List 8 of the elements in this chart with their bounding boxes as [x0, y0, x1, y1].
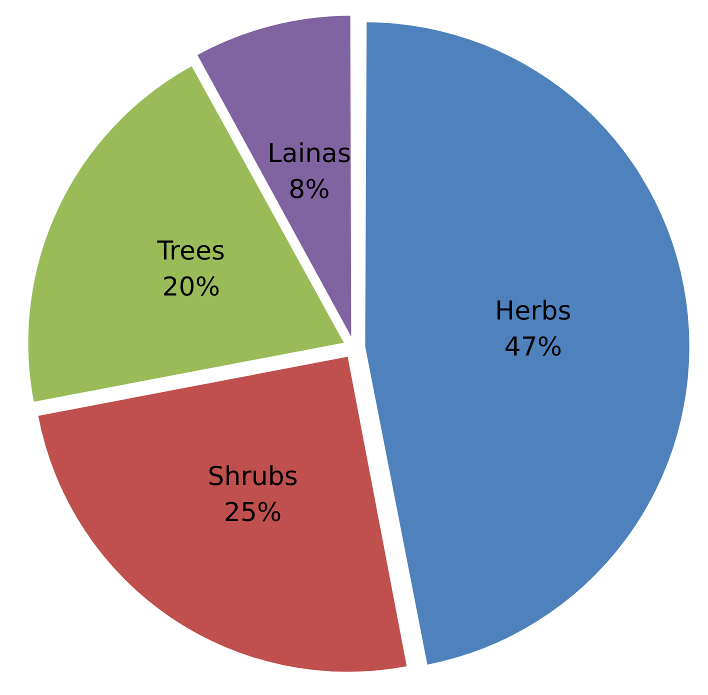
slice-label: Lainas: [267, 138, 352, 169]
data-label: 20%: [162, 272, 220, 303]
data-label: 47%: [504, 332, 562, 362]
slice-label: Trees: [156, 236, 225, 267]
data-label: 8%: [288, 174, 330, 205]
data-label: 25%: [224, 498, 282, 528]
slice-label: Shrubs: [208, 462, 298, 492]
slice-label: Herbs: [495, 296, 572, 326]
